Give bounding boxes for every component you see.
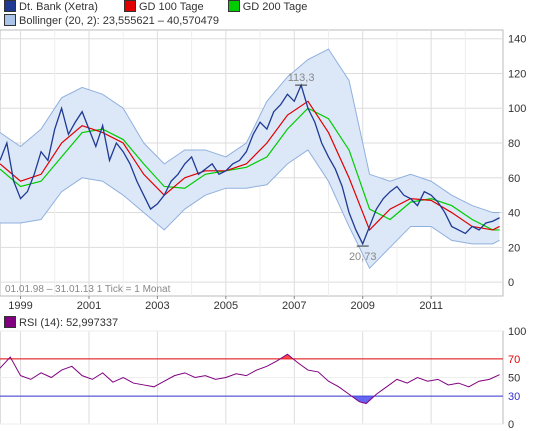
y-tick-label: 20 xyxy=(508,242,520,254)
rsi-plot-area xyxy=(0,353,503,405)
rsi-y-tick-label: 100 xyxy=(508,326,526,338)
rsi-y-tick-label: 50 xyxy=(508,373,520,385)
rsi-y-tick-label: 70 xyxy=(508,354,520,366)
legend-row-rsi: RSI (14): 52,997337 xyxy=(4,316,118,330)
legend-label-rsi: RSI (14): 52,997337 xyxy=(19,317,119,329)
rsi-y-tick-label: 30 xyxy=(508,391,520,403)
x-tick-label: 2005 xyxy=(214,300,238,312)
date-range-info: 01.01.98 – 31.01.13 1 Tick = 1 Monat xyxy=(5,284,171,295)
x-tick-label: 1999 xyxy=(8,300,32,312)
rsi-y-tick-label: 0 xyxy=(508,419,514,431)
legend-row-1: Dt. Bank (Xetra) GD 100 Tage GD 200 Tage xyxy=(4,0,307,14)
legend-swatch-gd200 xyxy=(227,0,240,12)
x-tick-label: 2003 xyxy=(145,300,169,312)
legend-swatch-gd100 xyxy=(123,0,136,12)
legend-swatch-bollinger xyxy=(4,14,16,26)
annotation-label: 20,73 xyxy=(349,251,377,263)
legend-item-dt-bank: Dt. Bank (Xetra) xyxy=(4,0,98,13)
x-tick-label: 2007 xyxy=(282,300,306,312)
rsi-axes: 0 30 50 70 100 xyxy=(508,326,526,431)
price-line xyxy=(0,83,500,246)
main-plot-area xyxy=(0,48,500,270)
y-tick-label: 80 xyxy=(508,138,520,150)
y-tick-label: 0 xyxy=(508,277,514,289)
legend-item-gd200: GD 200 Tage xyxy=(227,0,308,13)
legend-label-bollinger: Bollinger (20, 2): 23,555621 – 40,570479 xyxy=(19,15,219,27)
legend-swatch-rsi xyxy=(4,316,16,328)
gd200-line xyxy=(0,107,500,231)
x-tick-label: 2011 xyxy=(419,300,443,312)
rsi-grid xyxy=(0,330,504,425)
y-tick-label: 60 xyxy=(508,173,520,185)
gd100-line xyxy=(0,100,500,232)
y-tick-label: 120 xyxy=(508,68,526,80)
legend-item-gd100: GD 100 Tage xyxy=(123,0,204,13)
bollinger-lower xyxy=(0,149,500,270)
legend-label-gd100: GD 100 Tage xyxy=(138,1,204,13)
y-tick-label: 140 xyxy=(508,34,526,46)
legend-row-2: Bollinger (20, 2): 23,555621 – 40,570479 xyxy=(4,14,219,28)
y-tick-label: 40 xyxy=(508,208,520,220)
x-tick-label: 2009 xyxy=(350,300,374,312)
legend-label-dt-bank: Dt. Bank (Xetra) xyxy=(19,1,98,13)
x-tick-label: 2001 xyxy=(77,300,101,312)
bollinger-upper xyxy=(0,48,500,214)
legend-swatch-dt-bank xyxy=(4,0,16,12)
y-tick-label: 100 xyxy=(508,103,526,115)
rsi-line xyxy=(0,353,500,405)
annotation-label: 113,3 xyxy=(288,72,315,84)
legend-label-gd200: GD 200 Tage xyxy=(242,1,308,13)
main-axes: 0 20 40 60 80 100 120 140 1999 2001 2003 2005 2007 20… xyxy=(8,34,526,312)
